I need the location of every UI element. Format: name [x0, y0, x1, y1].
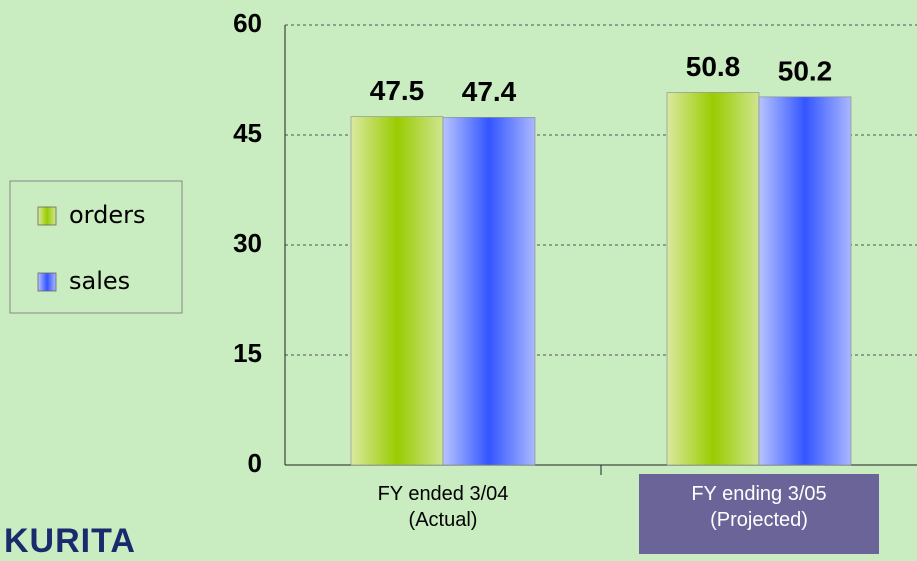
x-tick-label: FY ended 3/04 (Actual)	[377, 483, 509, 531]
x-tick-label: FY ending 3/05 (Projected)	[639, 474, 879, 554]
data-label: 47.5	[370, 75, 425, 106]
data-label: 50.2	[778, 55, 833, 86]
bar	[442, 117, 536, 466]
page: 0 15 30 45 60 47.5 47.4 50.8 50.2 orders sales KUR…	[4, 7, 917, 560]
y-tick-label: 45	[233, 118, 262, 148]
y-tick-label: 30	[233, 228, 262, 258]
data-label: 47.4	[462, 76, 517, 107]
legend-label: sales	[69, 267, 130, 295]
legend-swatch	[37, 272, 57, 292]
bar	[350, 116, 444, 466]
y-tick-label: 60	[233, 8, 262, 38]
legend-label: orders	[69, 201, 146, 229]
bar	[666, 92, 760, 466]
data-label: 50.8	[686, 51, 741, 82]
y-tick-label: 0	[248, 448, 262, 478]
logo: KURITA	[4, 522, 136, 560]
y-tick-label: 15	[233, 338, 262, 368]
legend-swatch	[37, 206, 57, 226]
bar	[758, 96, 852, 466]
chart: 0 15 30 45 60 47.5 47.4 50.8 50.2 orders sales	[9, 8, 917, 478]
